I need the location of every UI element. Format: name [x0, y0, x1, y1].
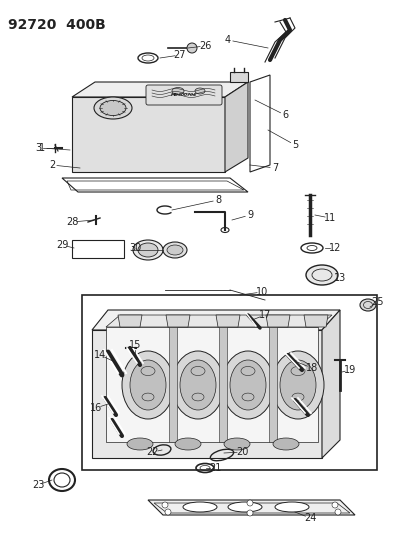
Text: 18: 18 — [305, 363, 317, 373]
Text: 10: 10 — [255, 287, 268, 297]
Ellipse shape — [138, 243, 158, 257]
Ellipse shape — [228, 502, 261, 512]
Ellipse shape — [274, 502, 308, 512]
Text: 29: 29 — [56, 240, 68, 250]
Text: 92720  400B: 92720 400B — [8, 18, 105, 32]
Circle shape — [247, 500, 252, 506]
Circle shape — [334, 509, 340, 515]
Ellipse shape — [271, 351, 323, 419]
Polygon shape — [106, 327, 317, 442]
Ellipse shape — [359, 299, 375, 311]
Text: 16: 16 — [90, 403, 102, 413]
Text: 26: 26 — [198, 41, 211, 51]
Circle shape — [247, 510, 252, 516]
Text: 5: 5 — [291, 140, 297, 150]
Polygon shape — [147, 500, 354, 515]
Polygon shape — [169, 327, 177, 442]
Ellipse shape — [272, 438, 298, 450]
Text: 7: 7 — [271, 163, 278, 173]
Circle shape — [187, 43, 197, 53]
Polygon shape — [72, 82, 247, 97]
Text: 8: 8 — [214, 195, 221, 205]
Text: 11: 11 — [323, 213, 335, 223]
Text: MD300704: MD300704 — [171, 93, 197, 97]
Ellipse shape — [122, 351, 173, 419]
Polygon shape — [92, 330, 321, 458]
Text: 12: 12 — [328, 243, 340, 253]
Text: 15: 15 — [128, 340, 141, 350]
Ellipse shape — [130, 360, 166, 410]
Text: 27: 27 — [173, 50, 186, 60]
Ellipse shape — [171, 351, 223, 419]
Text: 28: 28 — [66, 217, 78, 227]
Polygon shape — [218, 327, 226, 442]
Text: 22: 22 — [146, 447, 159, 457]
Polygon shape — [118, 315, 142, 327]
Circle shape — [165, 509, 171, 515]
Text: 17: 17 — [258, 310, 271, 320]
Text: 25: 25 — [371, 297, 383, 307]
Text: 2: 2 — [49, 160, 55, 170]
Text: 6: 6 — [281, 110, 287, 120]
Ellipse shape — [163, 242, 187, 258]
Ellipse shape — [305, 265, 337, 285]
Circle shape — [331, 502, 337, 508]
Ellipse shape — [230, 360, 266, 410]
Text: 23: 23 — [32, 480, 44, 490]
Ellipse shape — [195, 88, 204, 94]
Text: 24: 24 — [303, 513, 316, 523]
Bar — [72, 240, 124, 258]
Ellipse shape — [223, 438, 249, 450]
Polygon shape — [268, 327, 276, 442]
Text: 30: 30 — [128, 243, 141, 253]
Ellipse shape — [133, 240, 163, 260]
Ellipse shape — [175, 438, 201, 450]
Polygon shape — [216, 315, 240, 327]
Ellipse shape — [180, 360, 216, 410]
Polygon shape — [321, 310, 339, 458]
Ellipse shape — [100, 101, 126, 116]
Ellipse shape — [127, 438, 153, 450]
Polygon shape — [72, 97, 224, 172]
Ellipse shape — [183, 502, 216, 512]
Polygon shape — [266, 315, 289, 327]
Polygon shape — [230, 72, 247, 82]
Text: 20: 20 — [235, 447, 247, 457]
Ellipse shape — [166, 245, 183, 255]
Polygon shape — [224, 82, 247, 172]
Polygon shape — [92, 310, 339, 330]
Ellipse shape — [279, 360, 315, 410]
Polygon shape — [106, 315, 331, 327]
FancyBboxPatch shape — [146, 85, 221, 105]
Text: 9: 9 — [246, 210, 252, 220]
Text: 1: 1 — [39, 143, 45, 153]
Polygon shape — [303, 315, 327, 327]
Circle shape — [161, 502, 168, 508]
Ellipse shape — [221, 351, 273, 419]
Ellipse shape — [94, 97, 132, 119]
Text: 4: 4 — [224, 35, 230, 45]
Text: 13: 13 — [333, 273, 345, 283]
Text: 19: 19 — [343, 365, 355, 375]
Polygon shape — [166, 315, 190, 327]
Text: 3: 3 — [35, 143, 41, 153]
Text: 21: 21 — [208, 463, 221, 473]
Bar — [82, 295, 376, 470]
Text: 14: 14 — [94, 350, 106, 360]
Ellipse shape — [171, 87, 183, 94]
